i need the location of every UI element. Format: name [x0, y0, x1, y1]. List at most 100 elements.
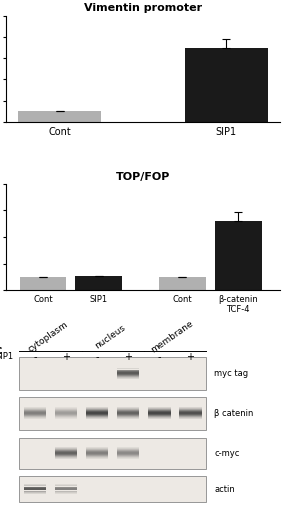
Bar: [179, 408, 202, 409]
Bar: [55, 485, 77, 487]
Bar: [76, 276, 122, 290]
Bar: [117, 410, 140, 411]
Bar: [86, 414, 108, 415]
Bar: [117, 377, 140, 378]
Text: membrane: membrane: [149, 318, 195, 354]
Bar: [148, 416, 171, 417]
Bar: [55, 457, 77, 458]
Bar: [179, 409, 202, 410]
Text: -: -: [95, 352, 99, 362]
Bar: [117, 455, 140, 456]
Bar: [55, 455, 77, 456]
Bar: [86, 452, 108, 453]
Bar: [117, 367, 140, 369]
Bar: [117, 375, 140, 376]
Bar: [86, 412, 108, 413]
Text: +: +: [124, 352, 132, 362]
Bar: [55, 451, 77, 452]
Bar: [24, 493, 46, 494]
Bar: [55, 449, 77, 450]
Bar: [24, 418, 46, 419]
Text: c-myc: c-myc: [214, 449, 240, 458]
Bar: [24, 491, 46, 492]
FancyBboxPatch shape: [19, 438, 206, 469]
Bar: [179, 410, 202, 411]
Bar: [86, 454, 108, 455]
Bar: [117, 409, 140, 410]
Bar: [24, 490, 46, 491]
Bar: [117, 408, 140, 409]
Bar: [179, 414, 202, 415]
Bar: [86, 408, 108, 409]
Bar: [148, 413, 171, 414]
Bar: [55, 410, 77, 411]
Bar: [55, 493, 77, 494]
Bar: [55, 416, 77, 417]
Bar: [117, 374, 140, 375]
Bar: [55, 413, 77, 414]
Bar: [117, 454, 140, 455]
Bar: [86, 415, 108, 416]
Bar: [24, 409, 46, 410]
Bar: [55, 408, 77, 409]
Bar: [117, 457, 140, 458]
Bar: [179, 413, 202, 414]
Bar: [24, 488, 46, 489]
Bar: [179, 412, 202, 413]
Bar: [148, 414, 171, 415]
Bar: [55, 412, 77, 413]
Bar: [55, 490, 77, 491]
Text: -: -: [33, 352, 37, 362]
Bar: [179, 416, 202, 417]
Bar: [55, 454, 77, 455]
Bar: [148, 412, 171, 413]
Bar: [117, 417, 140, 418]
Bar: [117, 369, 140, 370]
Text: cytoplasm: cytoplasm: [26, 319, 70, 353]
Bar: [24, 412, 46, 413]
Title: TOP/FOP: TOP/FOP: [116, 172, 170, 182]
Bar: [24, 414, 46, 415]
Bar: [215, 221, 261, 290]
Bar: [24, 408, 46, 409]
FancyBboxPatch shape: [19, 357, 206, 390]
Bar: [86, 453, 108, 454]
Text: -: -: [158, 352, 161, 362]
Bar: [117, 412, 140, 413]
Bar: [20, 277, 66, 290]
Bar: [117, 453, 140, 454]
Bar: [117, 413, 140, 414]
Bar: [117, 450, 140, 451]
Bar: [185, 48, 268, 122]
Bar: [117, 456, 140, 457]
Bar: [18, 111, 101, 122]
Bar: [24, 410, 46, 411]
Bar: [148, 411, 171, 412]
Bar: [86, 413, 108, 414]
Bar: [55, 448, 77, 449]
Bar: [148, 410, 171, 411]
Bar: [24, 417, 46, 418]
Bar: [55, 414, 77, 415]
Text: SIP1: SIP1: [0, 352, 14, 361]
Text: c: c: [0, 344, 2, 357]
Bar: [86, 447, 108, 448]
Bar: [24, 489, 46, 490]
Bar: [159, 277, 206, 290]
Bar: [55, 415, 77, 416]
Bar: [86, 450, 108, 451]
Bar: [179, 417, 202, 418]
Bar: [55, 488, 77, 489]
Bar: [55, 489, 77, 490]
Bar: [117, 416, 140, 417]
Bar: [179, 415, 202, 416]
Bar: [179, 418, 202, 419]
Bar: [86, 418, 108, 419]
Bar: [117, 373, 140, 374]
Bar: [55, 492, 77, 493]
Bar: [55, 456, 77, 457]
Bar: [24, 484, 46, 485]
Bar: [117, 414, 140, 415]
Title: Vimentin promoter: Vimentin promoter: [84, 4, 202, 14]
FancyBboxPatch shape: [19, 477, 206, 502]
